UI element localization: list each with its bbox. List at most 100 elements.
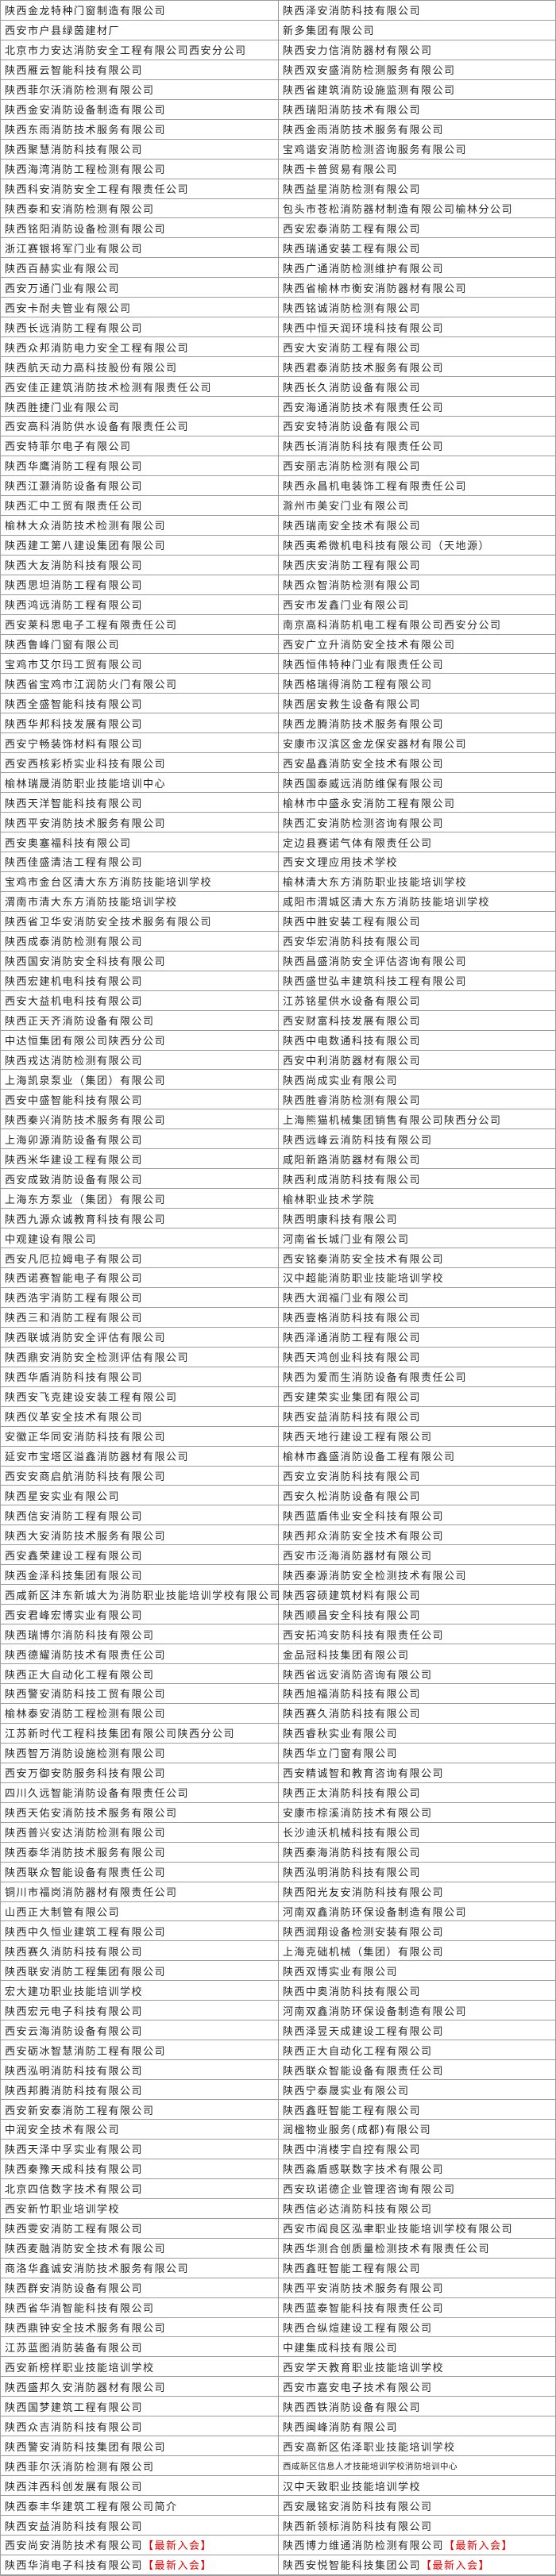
list-item: 陕西秦海消防科技有限公司 <box>279 1842 556 1863</box>
list-item: 陕西群安消防设备有限公司 <box>1 2278 279 2298</box>
list-item: 陕西大润福门业有限公司 <box>279 1287 556 1308</box>
list-item: 陕西泓明消防科技有限公司 <box>1 2060 279 2081</box>
list-item: 西咸新区沣东新城大为消防职业技能培训学校有限公司 <box>1 1585 280 1605</box>
list-item: 陕西淼盾感联数字技术有限公司 <box>279 2159 556 2179</box>
list-item: 河南省长城门业有限公司 <box>279 1228 556 1249</box>
list-item: 河南双鑫消防环保设备制造有限公司 <box>279 1901 556 1922</box>
list-item: 陕西鑫旺智能工程有限公司 <box>279 2100 556 2120</box>
list-item: 南京高科消防机电工程有限公司西安分公司 <box>279 614 556 635</box>
list-item: 西安市户县绿茵建材厂 <box>1 20 279 40</box>
list-item: 陕西沣西科创发展有限公司 <box>1 2476 279 2497</box>
list-item: 西安莱科思电子工程有限责任公司 <box>1 614 279 635</box>
list-item: 陕西长消消防科技有限责任公司 <box>279 436 556 456</box>
list-item: 中达恒集团有限公司陕西分公司 <box>1 1030 279 1051</box>
list-item: 陕西鑫旺智能工程有限公司 <box>279 2258 556 2278</box>
list-item: 山西正大制管有限公司 <box>1 1901 279 1922</box>
list-item: 西安万御安防服务科技有限公司 <box>1 1763 279 1783</box>
list-item: 陕西天地行建设工程有限公司 <box>279 1426 556 1447</box>
list-item: 陕西正天齐消防设备有限公司 <box>1 1010 279 1031</box>
list-item: 陕西天鸿创业科技有限公司 <box>279 1347 556 1367</box>
list-item: 咸阳新路消防器材有限公司 <box>279 1149 556 1170</box>
list-item: 陕西蓝盾伟业安全科技有限公司 <box>279 1505 556 1526</box>
list-item: 陕西建工第八建设集团有限公司 <box>1 535 279 556</box>
list-item: 陕西众邦消防电力安全工程有限公司 <box>1 337 279 358</box>
list-item: 西安久松消防设备有限公司 <box>279 1486 556 1506</box>
list-item: 宝鸡市金台区清大东方消防技能培训学校 <box>1 871 279 892</box>
list-item: 西安大安消防工程有限公司 <box>279 337 556 358</box>
list-item: 陕西德耀消防技术有限责任公司 <box>1 1644 279 1665</box>
new-member-badge: 【最新入会】 <box>143 2560 213 2573</box>
list-item: 陕西宁泰晟实业有限公司 <box>279 2080 556 2101</box>
list-item: 陕西金安消防设备制造有限公司 <box>1 99 279 120</box>
list-item: 陕西天洋智能科技有限公司 <box>1 793 279 813</box>
list-item: 陕西聚慧消防科技有限公司 <box>1 139 279 160</box>
list-item: 陕西旭福消防科技有限公司 <box>279 1684 556 1704</box>
list-item: 陕西中电数通科技有限公司 <box>279 1030 556 1051</box>
list-item: 陕西雯安消防工程有限公司 <box>1 2218 279 2239</box>
new-member-badge: 【最新入会】 <box>143 2540 213 2553</box>
list-item: 陕西宏元电子科技有限公司 <box>1 2001 279 2021</box>
list-item: 陕西中消楼宇自控有限公司 <box>279 2139 556 2159</box>
list-item: 陕西三和消防工程有限公司 <box>1 1307 279 1328</box>
list-item: 包头市苍松消防器材制造有限公司榆林分公司 <box>279 198 556 219</box>
list-item: 北京市力安达消防安全工程有限公司西安分公司 <box>1 40 279 60</box>
list-item: 陕西鸿远消防工程有限公司 <box>1 594 279 615</box>
list-item: 西安大益机电科技有限公司 <box>1 990 279 1011</box>
list-item: 西安立安消防科技有限公司 <box>279 1466 556 1486</box>
list-item: 陕西国梦建筑工程有限公司 <box>1 2397 279 2417</box>
list-item: 西安高新区佑泽职业技能培训学校 <box>279 2436 556 2457</box>
list-item: 陕西麦融消防安全技术有限公司 <box>1 2238 279 2259</box>
list-item: 滁州市美安门业有限公司 <box>279 495 556 516</box>
list-item: 陕西浩宇消防工程有限公司 <box>1 1287 279 1308</box>
list-item: 陕西安益消防科技有限公司 <box>279 1406 556 1427</box>
list-item: 陕西泽安消防科技有限公司 <box>279 1 556 21</box>
list-item: 陕西广通消防检测维护有限公司 <box>279 258 556 279</box>
list-item: 上海熊猫机械集团销售有限公司陕西分公司 <box>279 1109 556 1130</box>
list-item: 西安丽志消防检测有限公司 <box>279 456 556 476</box>
list-item: 陕西瑞阳消防技术有限公司 <box>279 99 556 120</box>
list-item: 陕西星安实业有限公司 <box>1 1486 279 1506</box>
list-item: 安康市棕溪消防技术有限公司 <box>279 1802 556 1823</box>
list-item: 陕西明康科技有限公司 <box>279 1209 556 1229</box>
list-item: 陕西秦豫天成科技有限公司 <box>1 2159 279 2179</box>
list-item: 陕西众智消防检测有限公司 <box>279 575 556 595</box>
list-item: 陕西睿秋实业有限公司 <box>279 1723 556 1744</box>
list-item: 陕西华立门窗有限公司 <box>279 1743 556 1763</box>
list-item: 西安新竹职业培训学校 <box>1 2198 279 2219</box>
list-item: 陕西永昌机电装饰工程有限责任公司 <box>279 475 556 496</box>
list-item: 陕西长远消防工程有限公司 <box>1 317 279 338</box>
list-item: 陕西新领标消防科技有限公司 <box>279 2516 556 2536</box>
list-item: 陕西全盛智能科技有限公司 <box>1 694 279 714</box>
list-item: 陕西联众智能设备有限责任公司 <box>1 1862 279 1882</box>
list-item: 陕西卡普贸易有限公司 <box>279 159 556 179</box>
list-item: 陕西泰和安消防检测有限公司 <box>1 198 279 219</box>
list-item: 陕西合纵煊建设工程有限公司 <box>279 2317 556 2338</box>
list-item: 西安海通消防技术有限责任公司 <box>279 397 556 417</box>
list-item: 陕西中奥消防科技有限公司 <box>279 1981 556 2001</box>
list-item: 西安市发鑫门业有限公司 <box>279 594 556 615</box>
list-item: 榆林职业技术学院 <box>279 1189 556 1209</box>
list-item: 陕西赛久消防科技有限公司 <box>1 1941 279 1962</box>
list-item: 陕西省建筑消防设施监测有限公司 <box>279 79 556 100</box>
list-item: 陕西昌盛消防安全评估咨询有限公司 <box>279 951 556 971</box>
list-item: 陕西盛世弘丰建筑科技工程有限公司 <box>279 971 556 991</box>
company-list-left-column: 陕西金龙特种门窗制造有限公司 西安市户县绿茵建材厂 北京市力安达消防安全工程有限公司… <box>1 1 280 2575</box>
list-item: 陕西安悦智能科技集团公司 【最新入会】 <box>279 2555 556 2575</box>
list-item: 宝鸡谐安消防检测咨询服务有限公司 <box>279 139 556 160</box>
list-item: 陕西秦源消防安全检测技术有限公司 <box>279 1565 556 1586</box>
list-item: 陕西鼎钟安全技术服务有限公司 <box>1 2317 279 2338</box>
list-item: 陕西佳盛清洁工程有限公司 <box>1 852 279 872</box>
list-item: 陕西润翔设备检测安装有限公司 <box>279 1921 556 1942</box>
list-item: 江苏铭星供水设备有限公司 <box>279 990 556 1011</box>
list-item: 延安市宝塔区溢鑫消防器材有限公司 <box>1 1446 279 1467</box>
list-item: 陕西邦腾消防科技有限公司 <box>1 2080 279 2101</box>
list-item: 陕西顺昌安全科技有限公司 <box>279 1605 556 1625</box>
list-item: 陕西众吉消防科技有限公司 <box>1 2416 279 2437</box>
list-item: 西安市嘉安电子技术有限公司 <box>279 2377 556 2397</box>
list-item: 陕西恒伟特种门业有限责任公司 <box>279 654 556 675</box>
list-item: 陕西国泰威远消防维保有限公司 <box>279 773 556 794</box>
list-item: 中观建设有限公司 <box>1 1228 279 1249</box>
list-item: 陕西省卫华安消防安全技术服务有限公司 <box>1 911 279 932</box>
list-item: 西咸新区信息人才技能培训学校消防培训中心 <box>279 2456 556 2477</box>
list-item: 陕西思坦消防工程有限公司 <box>1 575 279 595</box>
